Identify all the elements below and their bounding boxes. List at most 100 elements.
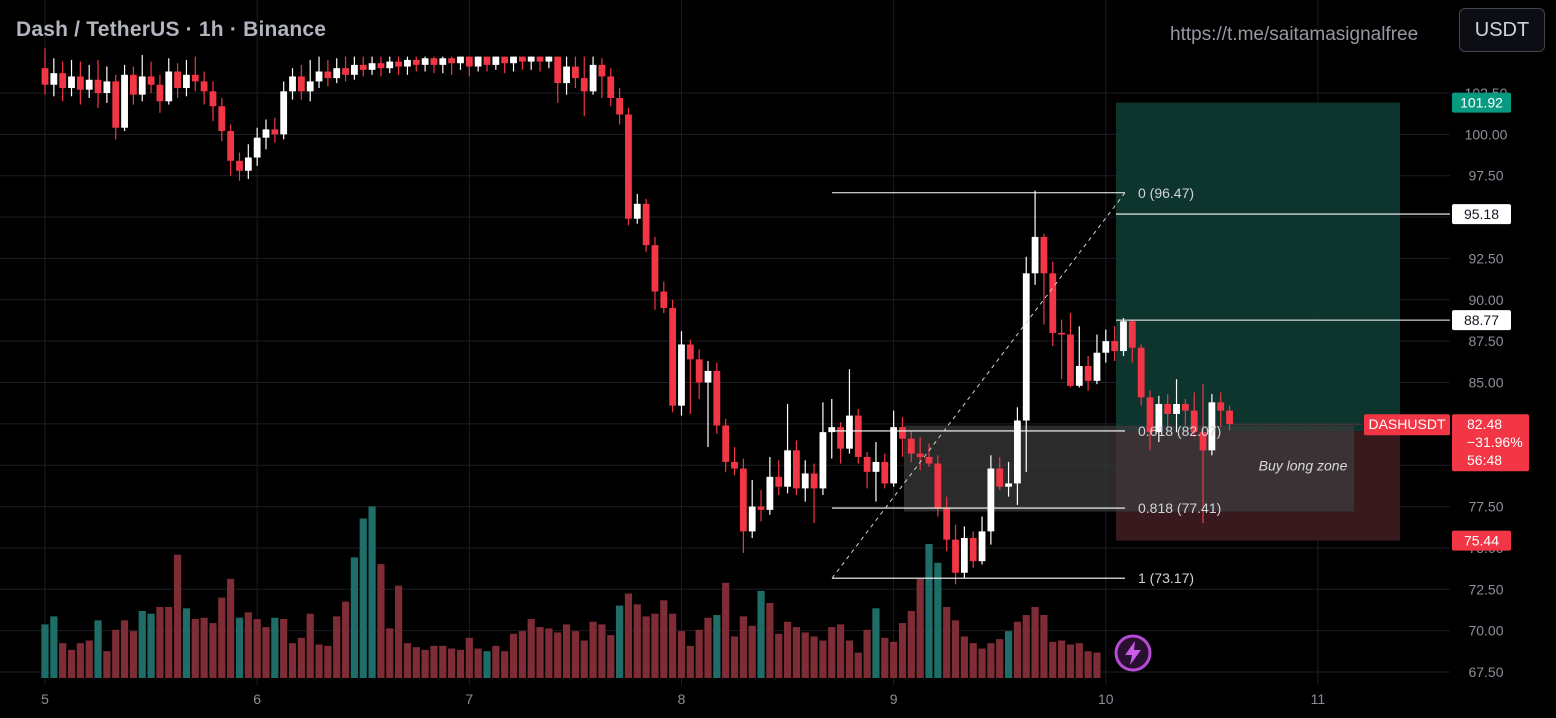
volume-bar xyxy=(783,621,792,678)
candle-body xyxy=(297,76,305,92)
volume-bar xyxy=(739,616,747,678)
candle-body xyxy=(660,291,668,309)
candle-body xyxy=(713,370,721,426)
candle-body xyxy=(510,56,517,64)
candle-body xyxy=(598,64,606,77)
volume-bar xyxy=(306,613,314,678)
volume-bar xyxy=(686,645,694,678)
candle-body xyxy=(315,71,323,82)
time-tick-label: 10 xyxy=(1098,691,1114,707)
candle-body xyxy=(854,415,862,457)
volume-bar xyxy=(1066,644,1075,678)
candle-body xyxy=(872,461,880,472)
volume-bar xyxy=(129,631,137,678)
volume-bar xyxy=(492,645,500,678)
fib-level-label: 0.618 (82.07) xyxy=(1138,423,1221,439)
candle-body xyxy=(686,344,694,360)
volume-bar xyxy=(819,640,827,678)
candle-body xyxy=(916,453,924,457)
candle-body xyxy=(1155,404,1163,433)
volume-bar xyxy=(147,613,155,678)
volume-bar xyxy=(951,620,960,678)
candle-body xyxy=(1120,321,1127,352)
candle-body xyxy=(457,56,464,64)
volume-bar xyxy=(898,623,907,678)
candle-body xyxy=(121,74,128,128)
candles xyxy=(41,48,1233,585)
volume-bar xyxy=(483,651,491,678)
candle-body xyxy=(41,68,49,85)
quote-currency-button[interactable]: USDT xyxy=(1459,8,1545,52)
candle-body xyxy=(501,56,509,64)
candle-body xyxy=(59,73,67,89)
candle-body xyxy=(978,531,986,562)
volume-bar xyxy=(1084,651,1092,678)
volume-bar xyxy=(315,644,323,678)
candle-body xyxy=(563,66,570,84)
candle-body xyxy=(969,538,977,562)
candle-body xyxy=(165,71,173,102)
stop-loss-tag xyxy=(1452,530,1511,551)
volume-bar xyxy=(465,637,473,678)
time-tick-label: 6 xyxy=(253,691,261,707)
lightning-icon[interactable] xyxy=(1114,634,1152,672)
volume-bar xyxy=(1093,652,1101,678)
candle-body xyxy=(1102,341,1110,353)
volume-bar xyxy=(881,637,889,678)
candle-body xyxy=(289,76,296,92)
candle-body xyxy=(262,129,270,138)
symbol-tag xyxy=(1364,414,1450,436)
volume-bar xyxy=(218,597,226,678)
candle-body xyxy=(925,456,933,464)
volume-bar xyxy=(969,643,977,678)
volume-bar xyxy=(518,631,526,678)
position-zones: Buy long zone xyxy=(904,102,1400,541)
volume-bar xyxy=(456,649,465,678)
volume-bar xyxy=(925,544,933,678)
take-profit-tag xyxy=(1452,92,1511,113)
candle-body xyxy=(952,539,959,573)
volume-bar xyxy=(987,643,995,678)
candle-body xyxy=(837,427,844,449)
volume-bar xyxy=(280,619,288,678)
volume-bar xyxy=(1031,606,1039,678)
fib-level-label: 0 (96.47) xyxy=(1138,185,1194,201)
stop-loss-tag-text: 75.44 xyxy=(1464,533,1499,549)
volume-bar xyxy=(262,627,270,678)
volume-bar xyxy=(288,643,297,678)
volume-bar xyxy=(845,640,854,678)
volume-bar xyxy=(651,613,659,678)
volume-bar xyxy=(1049,641,1057,678)
candle-body xyxy=(669,308,677,406)
volume-bar xyxy=(607,635,615,678)
volume-bar xyxy=(642,616,650,678)
candle-body xyxy=(483,56,491,65)
candle-body xyxy=(616,97,623,115)
candle-body xyxy=(156,84,164,102)
volume-bar xyxy=(872,608,880,678)
candle-body xyxy=(572,66,579,79)
time-tick-label: 7 xyxy=(465,691,473,707)
candle-body xyxy=(819,432,827,489)
candle-body xyxy=(333,68,341,79)
countdown-text: 56:48 xyxy=(1467,452,1502,468)
target-price-text: 95.18 xyxy=(1464,206,1499,222)
price-tick-label: 97.50 xyxy=(1468,168,1503,184)
last-price-text: 82.48 xyxy=(1467,416,1502,432)
price-tick-label: 92.50 xyxy=(1468,250,1503,266)
candle-body xyxy=(1014,420,1021,484)
candle-body xyxy=(218,106,226,132)
candle-body xyxy=(1137,347,1145,398)
volume-bar xyxy=(76,643,84,678)
volume-bar xyxy=(244,612,252,678)
candle-body xyxy=(784,450,791,487)
candle-body xyxy=(1173,404,1180,414)
fib-trend-line xyxy=(831,192,1126,579)
volume-bar xyxy=(200,617,208,678)
candle-body xyxy=(1164,404,1172,414)
candle-body xyxy=(863,456,871,472)
volume-bar xyxy=(704,617,712,678)
volume-bar xyxy=(112,629,120,678)
